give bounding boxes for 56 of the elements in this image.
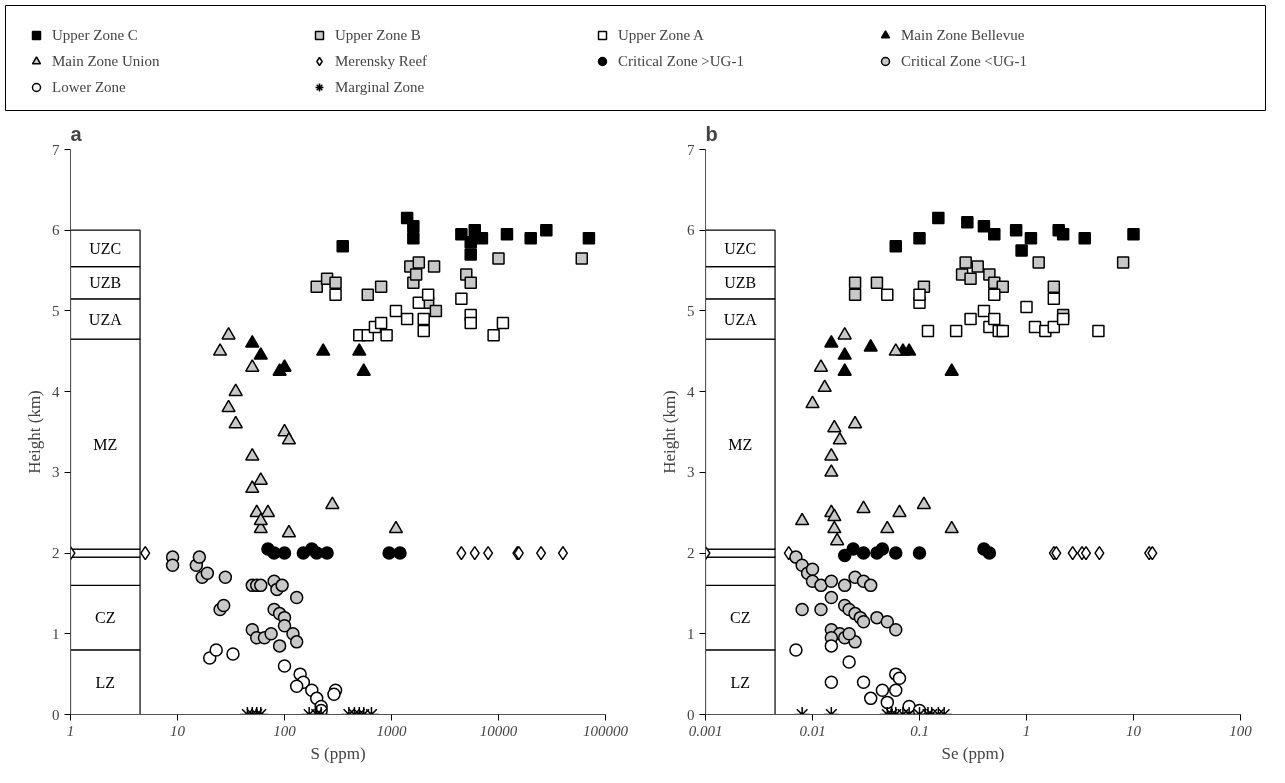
legend-label: Critical Zone >UG-1 bbox=[618, 52, 745, 70]
y-tick-label: 1 bbox=[52, 625, 60, 642]
y-tick-label: 3 bbox=[687, 464, 695, 481]
chart-title: a bbox=[70, 122, 83, 145]
legend-label: Main Zone Bellevue bbox=[901, 26, 1026, 44]
x-axis-title: S (ppm) bbox=[310, 743, 366, 763]
x-tick-label: 10 bbox=[1126, 722, 1142, 739]
legend-label: Upper Zone B bbox=[335, 26, 422, 44]
x-tick-label: 0.1 bbox=[910, 722, 929, 739]
band-label: LZ bbox=[95, 673, 116, 691]
band-label: UZB bbox=[724, 274, 757, 292]
x-tick-label: 1 bbox=[66, 722, 75, 739]
legend-label: Critical Zone <UG-1 bbox=[901, 52, 1028, 70]
x-tick-label: 10000 bbox=[479, 722, 518, 739]
y-tick-label: 4 bbox=[52, 383, 60, 400]
y-tick-label: 5 bbox=[52, 302, 60, 319]
y-tick-label: 3 bbox=[52, 464, 60, 481]
band-label: MZ bbox=[728, 435, 753, 453]
y-tick-label: 6 bbox=[687, 222, 695, 239]
legend-label: Lower Zone bbox=[52, 78, 127, 96]
band-label: UZA bbox=[723, 310, 758, 328]
y-tick-label: 5 bbox=[687, 302, 695, 319]
x-tick-label: 0.01 bbox=[799, 722, 826, 739]
y-tick-label: 4 bbox=[687, 383, 695, 400]
y-tick-label: 7 bbox=[52, 141, 60, 158]
band-label: CZ bbox=[95, 609, 116, 627]
y-tick-label: 0 bbox=[52, 706, 60, 723]
x-tick-label: 100 bbox=[1229, 722, 1253, 739]
x-tick-label: 0.001 bbox=[688, 722, 723, 739]
legend-label: Merensky Reef bbox=[335, 52, 429, 70]
y-tick-label: 0 bbox=[687, 706, 695, 723]
band-label: MZ bbox=[93, 435, 118, 453]
band-label: UZC bbox=[89, 239, 122, 257]
x-tick-label: 100000 bbox=[583, 722, 629, 739]
legend-label: Main Zone Union bbox=[52, 52, 161, 70]
legend-label: Marginal Zone bbox=[335, 78, 426, 96]
band-label: UZB bbox=[89, 274, 122, 292]
x-axis-title: Se (ppm) bbox=[941, 743, 1005, 763]
y-axis-title: Height (km) bbox=[660, 390, 679, 474]
y-axis-title: Height (km) bbox=[25, 390, 44, 474]
chart-title: b bbox=[705, 122, 718, 145]
y-tick-label: 2 bbox=[52, 545, 60, 562]
x-tick-label: 1000 bbox=[376, 722, 407, 739]
band-label: UZA bbox=[88, 310, 123, 328]
y-tick-label: 1 bbox=[687, 625, 695, 642]
x-tick-label: 100 bbox=[273, 722, 297, 739]
y-tick-label: 2 bbox=[687, 545, 695, 562]
legend-label: Upper Zone C bbox=[52, 26, 139, 44]
y-tick-label: 7 bbox=[687, 141, 695, 158]
x-tick-label: 1 bbox=[1022, 722, 1031, 739]
band-label: UZC bbox=[724, 239, 757, 257]
y-tick-label: 6 bbox=[52, 222, 60, 239]
band-label: LZ bbox=[730, 673, 751, 691]
x-tick-label: 10 bbox=[170, 722, 186, 739]
legend-label: Upper Zone A bbox=[618, 26, 705, 44]
band-label: CZ bbox=[730, 609, 751, 627]
